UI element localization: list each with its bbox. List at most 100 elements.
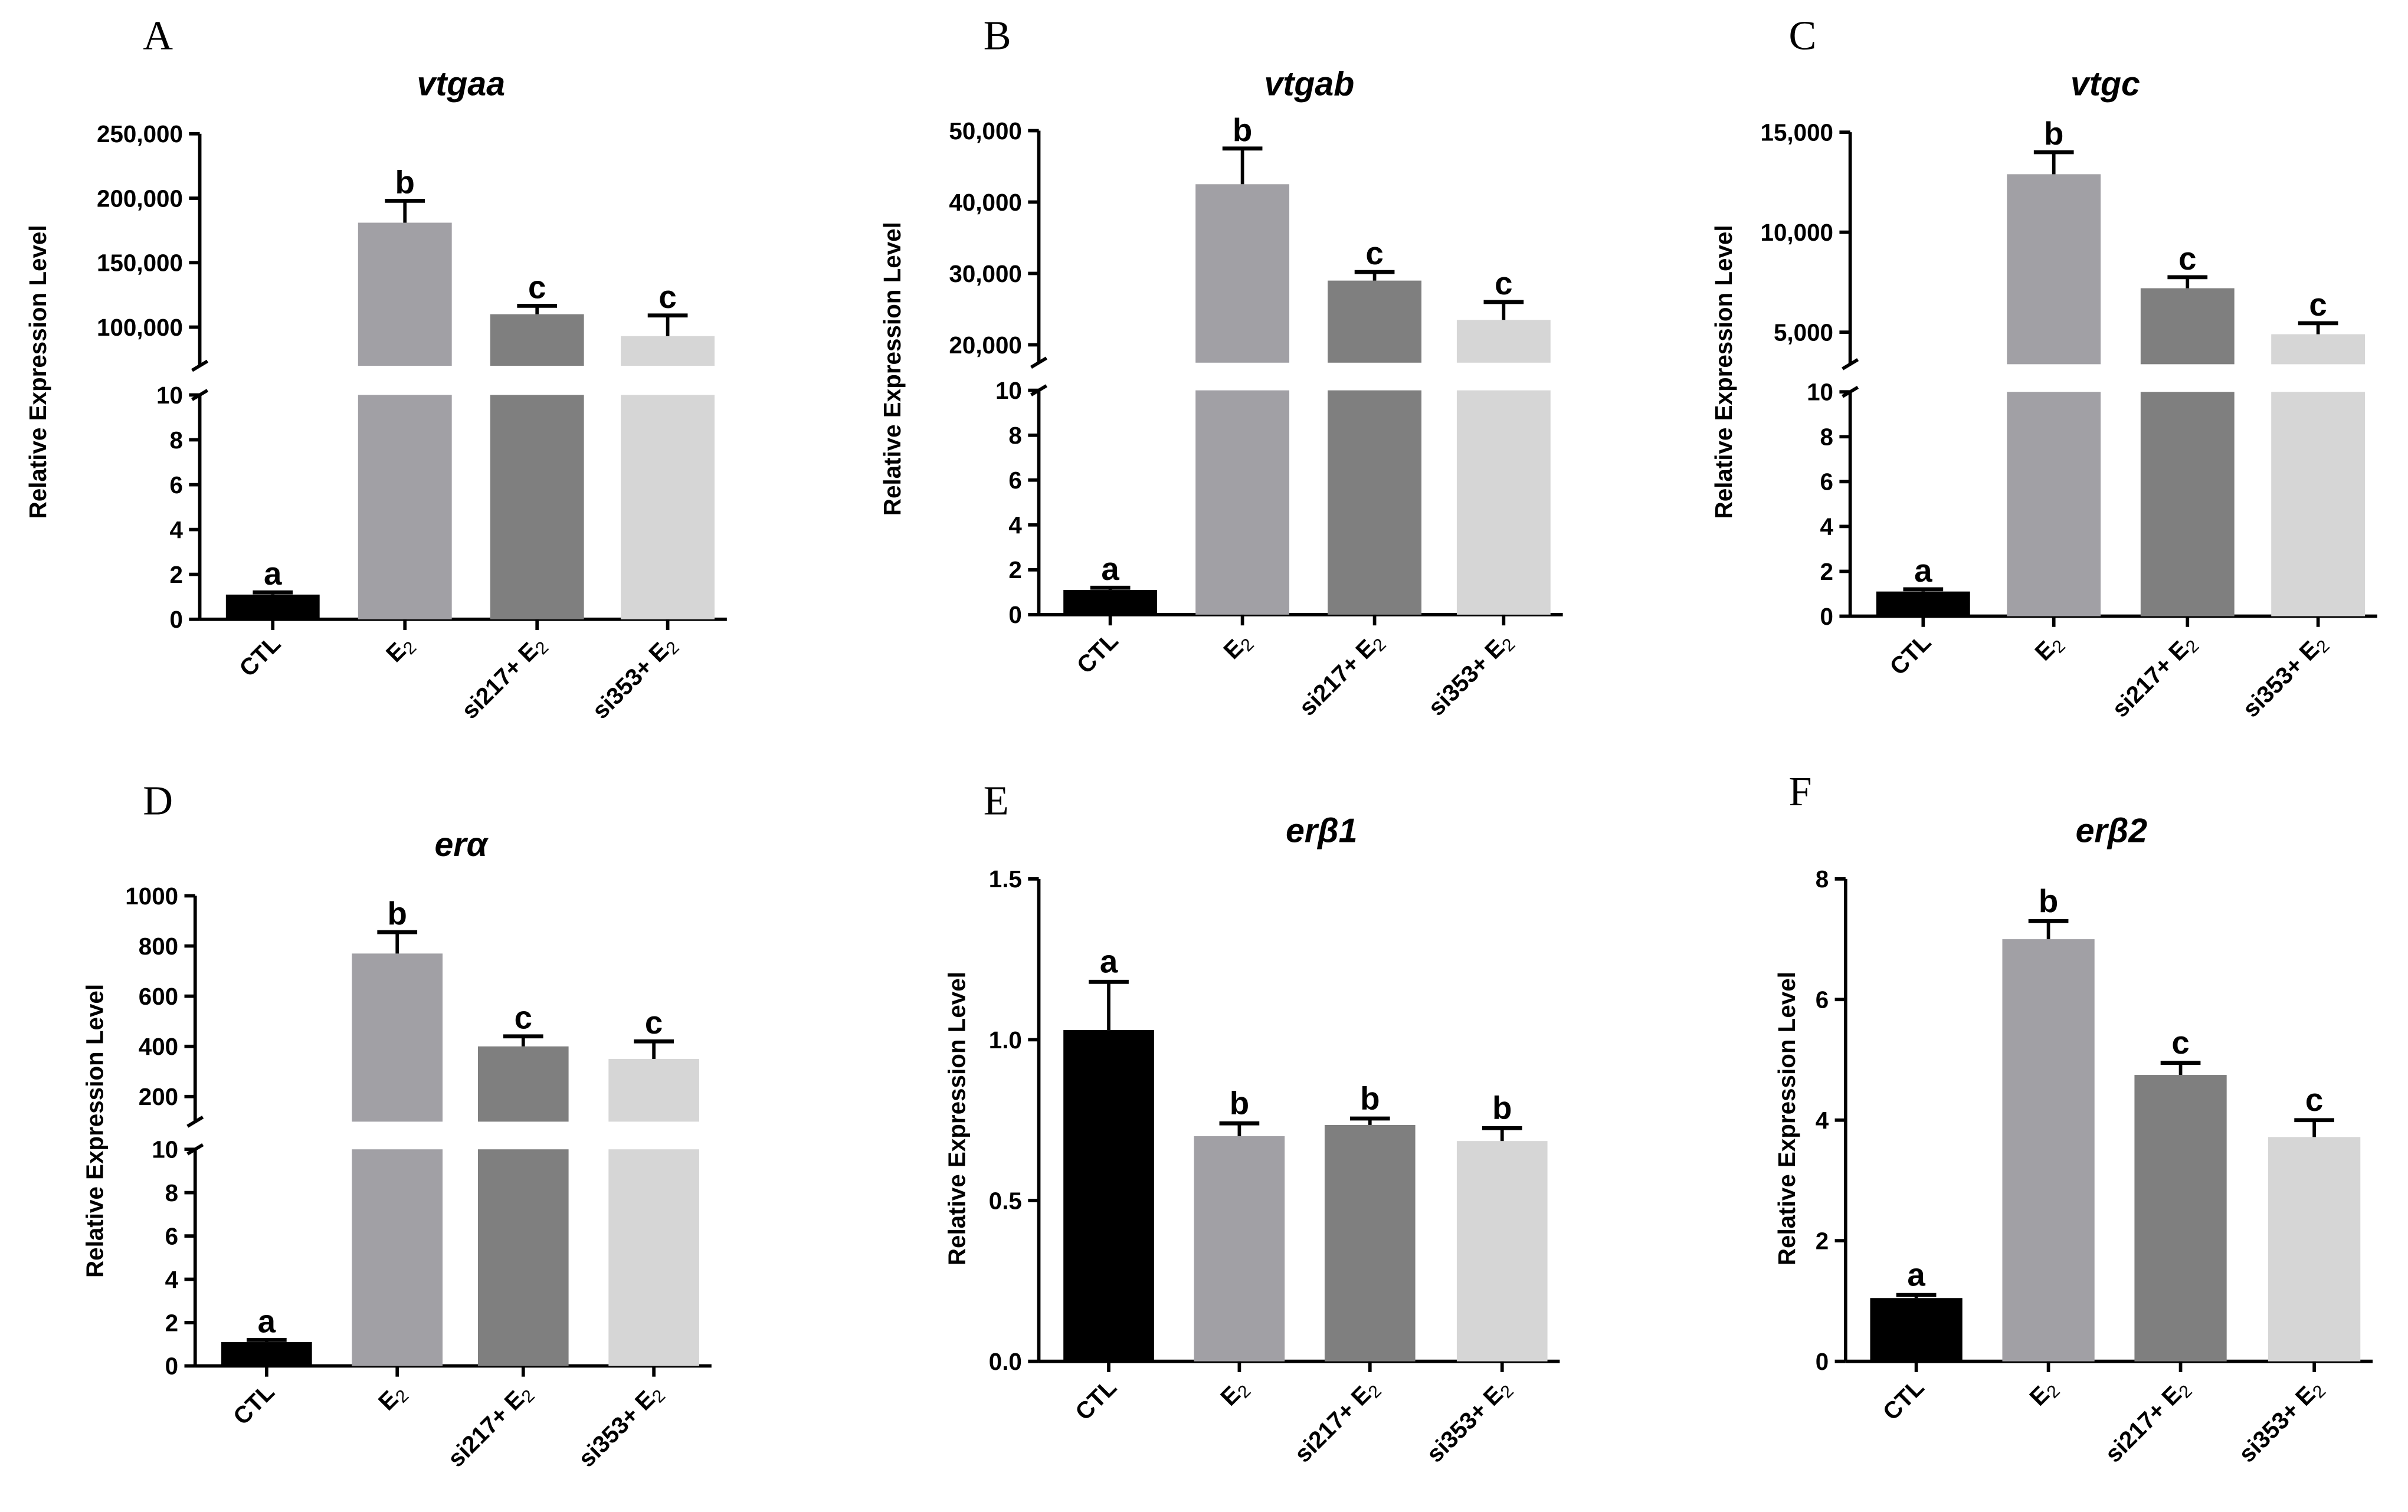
y-tick-label: 10,000 [1761,219,1833,246]
bar-lower [608,1149,699,1366]
y-axis-label: Relative Expression Level [879,222,906,516]
y-tick-label: 10 [1807,379,1833,406]
significance-letter: c [645,1004,663,1041]
bar-upper [621,336,715,366]
bar-lower [2271,392,2366,616]
significance-letter: a [258,1303,276,1339]
y-tick-label: 0.5 [989,1187,1022,1214]
bar-upper [352,953,443,1122]
y-axis-label: Relative Expression Level [1773,972,1800,1265]
y-tick-label: 8 [1008,422,1021,449]
x-tick-label: CTL [1072,627,1123,679]
y-tick-label: 0 [1820,603,1833,630]
y-tick-label: 2 [165,1309,178,1336]
bar [1870,1298,1963,1362]
chart-title: vtgab [1264,65,1355,103]
significance-letter: c [658,278,676,315]
y-tick-label: 250,000 [97,120,183,147]
y-tick-label: 50,000 [949,117,1021,145]
panel-letter: A [143,13,173,59]
y-tick-label: 6 [165,1222,178,1249]
x-tick-label: si353+ E2 [2233,1373,2330,1470]
x-tick-label: E2 [2024,1373,2063,1413]
y-tick-label: 4 [1820,513,1834,540]
x-tick-label: CTL [228,1378,280,1430]
bar [1876,591,1970,616]
bar [2002,939,2095,1362]
bar-lower [352,1149,443,1366]
y-tick-label: 6 [1816,986,1829,1014]
y-tick-label: 8 [165,1179,178,1206]
significance-letter: b [1233,111,1252,148]
bar-upper [2007,174,2101,365]
y-tick-label: 15,000 [1761,119,1833,146]
y-tick-label: 8 [1820,424,1833,451]
y-axis-label: Relative Expression Level [943,972,971,1265]
bar-lower [358,395,452,619]
bar-lower [2140,392,2235,616]
significance-letter: b [388,895,407,932]
x-tick-label: si217+ E2 [2099,1373,2196,1470]
y-tick-label: 10 [995,377,1022,404]
chart-title: vtgc [2070,65,2140,103]
y-tick-label: 40,000 [949,189,1021,216]
y-tick-label: 0.0 [989,1348,1022,1375]
significance-letter: a [1101,550,1119,587]
chart-title: erβ1 [1286,812,1358,850]
y-tick-label: 800 [139,933,178,960]
y-tick-label: 100,000 [97,314,183,341]
significance-letter: b [2039,883,2058,919]
significance-letter: b [395,163,415,200]
y-tick-label: 200 [139,1083,178,1110]
axis-break-mark [191,359,209,372]
significance-letter: a [1914,552,1932,589]
y-axis-label: Relative Expression Level [81,984,108,1278]
panel-letter: E [984,778,1009,824]
y-tick-label: 6 [169,471,182,498]
y-tick-label: 0 [1816,1348,1829,1375]
x-tick-label: si353+ E2 [2237,628,2333,724]
y-tick-label: 8 [169,427,182,454]
x-tick-label: CTL [1070,1373,1122,1425]
bar [1456,1141,1548,1362]
bar-lower [1456,390,1551,615]
bar [2268,1137,2361,1362]
y-tick-label: 4 [165,1266,179,1293]
x-tick-label: E2 [1218,627,1257,667]
panel-letter: B [984,13,1011,59]
significance-letter: c [2178,240,2196,277]
bar-upper [477,1046,569,1122]
bar-upper [1456,320,1551,363]
panel-letter: D [143,778,173,824]
axis-break-mark [186,1116,204,1128]
significance-letter: a [1907,1257,1925,1293]
bar-lower [477,1149,569,1366]
y-tick-label: 2 [1816,1227,1829,1254]
bar [1063,1030,1154,1362]
bar-lower [621,395,715,619]
y-tick-label: 0 [1008,601,1021,628]
bar-lower [2007,392,2101,616]
bar [2134,1075,2227,1362]
y-tick-label: 10 [152,1136,178,1163]
bar-lower [1328,390,1422,615]
y-tick-label: 8 [1816,865,1829,893]
significance-letter: b [1360,1080,1380,1116]
x-tick-label: si353+ E2 [587,630,683,726]
bar [1194,1136,1285,1362]
y-tick-label: 2 [1008,556,1021,583]
significance-letter: c [1495,265,1512,301]
bar [221,1342,312,1366]
bar-upper [1195,184,1290,363]
y-axis-label: Relative Expression Level [1710,225,1737,519]
bar [1324,1124,1416,1362]
bar-upper [490,314,584,366]
x-tick-label: CTL [1878,1373,1929,1425]
significance-letter: a [1100,943,1118,980]
bar-upper [1328,280,1422,363]
y-tick-label: 5,000 [1774,319,1833,346]
